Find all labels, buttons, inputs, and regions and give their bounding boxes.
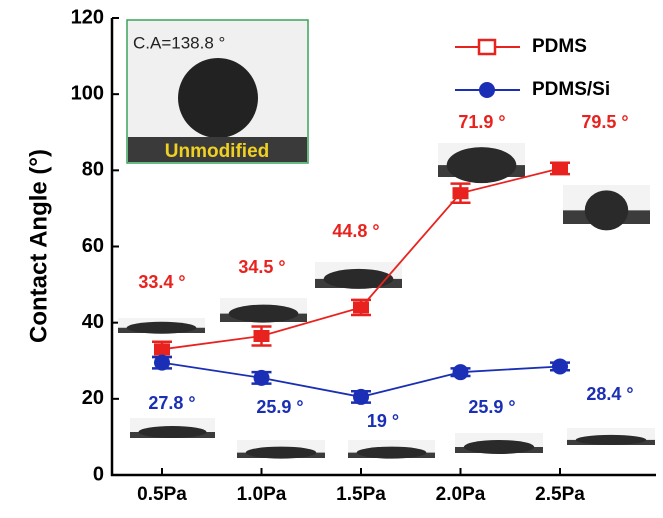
annotation: 25.9 ° <box>468 397 515 417</box>
annotation: 27.8 ° <box>148 393 195 413</box>
droplet <box>585 190 629 230</box>
y-tick-label: 0 <box>93 463 104 485</box>
marker <box>353 389 369 405</box>
droplet <box>324 269 394 289</box>
x-tick-label: 1.5Pa <box>336 484 386 505</box>
annotation: 28.4 ° <box>586 384 633 404</box>
x-tick-label: 2.0Pa <box>436 484 486 505</box>
legend-marker <box>479 82 495 98</box>
annotation: 79.5 ° <box>581 112 628 132</box>
droplet <box>357 447 427 459</box>
y-tick-label: 100 <box>71 82 104 104</box>
marker <box>154 343 170 355</box>
marker <box>254 370 270 386</box>
marker <box>453 187 469 199</box>
y-tick-label: 20 <box>82 387 104 409</box>
marker <box>353 301 369 313</box>
droplet <box>447 147 517 183</box>
marker <box>254 330 270 342</box>
marker <box>453 364 469 380</box>
chart: C.A=138.8 ° Unmodified Contact Angle (°)… <box>0 0 663 513</box>
droplet <box>139 426 207 438</box>
x-tick-label: 0.5Pa <box>137 484 187 505</box>
annotation: 34.5 ° <box>238 257 285 277</box>
y-tick-label: 40 <box>82 311 104 333</box>
marker <box>552 162 568 174</box>
droplet <box>127 322 197 334</box>
y-axis-label: Contact Angle (°) <box>25 149 52 343</box>
legend-marker <box>479 40 495 54</box>
annotation: 25.9 ° <box>256 397 303 417</box>
y-tick-label: 120 <box>71 6 104 28</box>
y-tick-label: 80 <box>82 159 104 181</box>
inset-text: C.A=138.8 ° <box>133 33 225 52</box>
droplet <box>464 440 534 454</box>
legend-label: PDMS <box>532 36 587 57</box>
inset-label: Unmodified <box>165 141 270 162</box>
legend-label: PDMS/Si <box>532 79 610 100</box>
droplet <box>576 435 646 445</box>
marker <box>552 358 568 374</box>
marker <box>154 355 170 371</box>
annotation: 71.9 ° <box>458 112 505 132</box>
inset-droplet <box>178 58 258 138</box>
droplet <box>229 305 299 323</box>
annotation: 33.4 ° <box>138 272 185 292</box>
annotation: 19 ° <box>367 411 399 431</box>
series-line <box>162 168 560 349</box>
x-tick-label: 1.0Pa <box>237 484 287 505</box>
y-tick-label: 60 <box>82 235 104 257</box>
droplet <box>246 447 316 459</box>
annotation: 44.8 ° <box>332 221 379 241</box>
x-tick-label: 2.5Pa <box>535 484 585 505</box>
